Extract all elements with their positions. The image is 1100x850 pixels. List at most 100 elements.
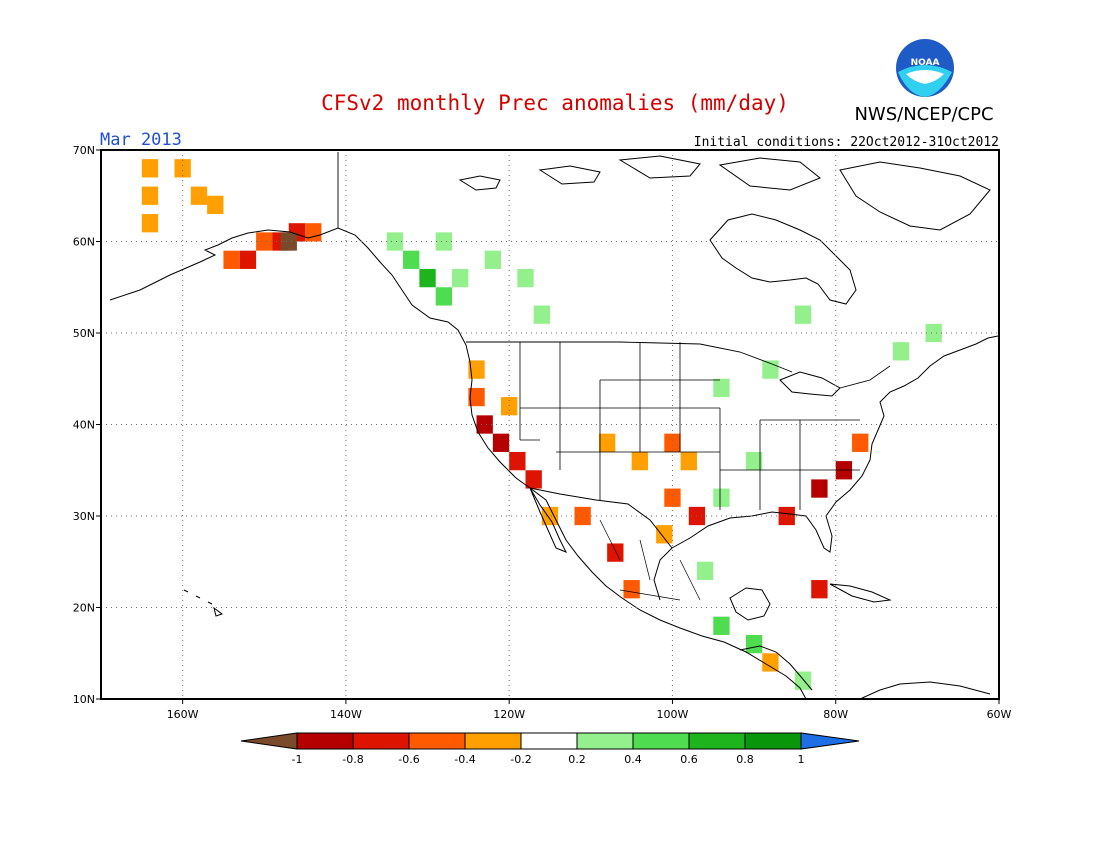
map-background (101, 150, 999, 699)
x-tick-label-2: 120W (493, 708, 525, 721)
colorbar-label-4: -0.2 (510, 753, 531, 766)
colorbar-swatch-1 (296, 732, 354, 750)
anomaly-cell-41 (811, 479, 828, 498)
coastline-arctic-3 (618, 155, 701, 179)
anomaly-cell-44 (811, 580, 828, 599)
colorbar-swatch-4 (464, 732, 522, 750)
y-tick-label-2: 50N (73, 327, 95, 340)
anomaly-cell-26 (492, 433, 510, 452)
colorbar-swatch-6 (576, 732, 634, 750)
forecast-month: Mar 2013 (100, 130, 182, 150)
anomaly-cell-7 (239, 250, 257, 269)
colorbar-low-arrow (240, 732, 298, 750)
anomaly-cell-52 (696, 561, 714, 581)
noaa-logo-bird (906, 70, 944, 84)
anomaly-cell-15 (419, 268, 436, 288)
coastline-hudson-bay (709, 213, 857, 305)
x-tick-label-5: 60W (987, 708, 1012, 721)
colorbar-label-8: 0.8 (736, 753, 754, 766)
colorbar-label-0: -1 (292, 753, 303, 766)
anomaly-cell-50 (745, 451, 763, 471)
border-us-mexico (529, 487, 673, 549)
anomaly-cell-8 (256, 232, 273, 251)
x-tick-label-0: 160W (167, 708, 199, 721)
latitude-axis: 70N 60N 50N 40N 30N 20N 10N (73, 144, 101, 706)
anomaly-cells (141, 159, 942, 690)
anomaly-cell-47 (794, 305, 812, 324)
colorbar-swatch-9 (744, 732, 802, 750)
anomaly-cell-0 (141, 159, 159, 178)
anomaly-cell-13 (386, 232, 404, 251)
anomaly-cell-43 (852, 433, 869, 452)
anomaly-cell-33 (598, 433, 616, 452)
anomaly-cell-3 (190, 186, 208, 205)
noaa-logo: NOAA (896, 39, 954, 97)
x-tick-label-3: 100W (657, 708, 689, 721)
colorbar-label-3: -0.4 (454, 753, 475, 766)
initial-conditions: Initial conditions: 22Oct2012-31Oct2012 (694, 135, 999, 150)
anomaly-cell-2 (141, 186, 159, 205)
y-tick-label-5: 20N (73, 602, 95, 615)
colorbar-label-7: 0.6 (680, 753, 698, 766)
mexico-borders (599, 519, 701, 601)
anomaly-cell-34 (631, 451, 648, 471)
y-tick-label-6: 10N (73, 693, 95, 706)
noaa-logo-text: NOAA (911, 58, 940, 68)
anomaly-cell-24 (501, 397, 518, 416)
anomaly-cell-49 (925, 323, 942, 343)
anomaly-cell-36 (680, 451, 697, 471)
colorbar: -1 -0.8 -0.6 -0.4 -0.2 0.2 0.4 0.6 0.8 1 (240, 732, 860, 766)
anomaly-cell-4 (207, 195, 224, 215)
y-tick-label-1: 60N (73, 236, 95, 249)
anomaly-cell-31 (607, 543, 624, 562)
anomaly-cell-45 (713, 378, 730, 398)
border-us-canada (337, 152, 891, 389)
colorbar-label-1: -0.8 (342, 753, 363, 766)
colorbar-swatch-3 (408, 732, 466, 750)
anomaly-cell-32 (623, 580, 640, 599)
anomaly-cell-11 (305, 223, 322, 242)
coastline-south-america (859, 681, 991, 699)
coastline-arctic-5 (839, 161, 991, 231)
page-title: CFSv2 monthly Prec anomalies (mm/day) (321, 91, 789, 115)
anomaly-cell-29 (541, 506, 559, 526)
y-tick-label-4: 30N (73, 510, 95, 523)
anomaly-cell-28 (525, 470, 542, 489)
anomaly-cell-56 (762, 653, 779, 672)
coastlines (109, 152, 999, 699)
anomaly-cell-53 (713, 616, 730, 635)
coastline-central-america (739, 645, 813, 691)
anomaly-cell-17 (452, 268, 469, 288)
anomaly-cell-25 (476, 415, 493, 434)
colorbar-swatch-5 (520, 732, 578, 750)
anomaly-cell-48 (892, 342, 910, 361)
anomaly-cell-12 (280, 232, 297, 251)
anomaly-cell-14 (403, 250, 420, 269)
colorbar-label-6: 0.4 (624, 753, 642, 766)
anomaly-cell-54 (745, 634, 763, 654)
anomaly-cell-39 (656, 525, 673, 544)
anomaly-cell-30 (574, 506, 591, 526)
anomaly-cell-6 (223, 250, 240, 269)
coastline-yucatan (729, 587, 771, 621)
anomaly-cell-5 (141, 214, 159, 233)
coastline-gulf (653, 335, 999, 601)
y-tick-label-0: 70N (73, 144, 95, 157)
anomaly-cell-21 (533, 305, 550, 324)
great-lakes (779, 371, 841, 397)
x-tick-label-4: 80W (823, 708, 848, 721)
coastline-baja (529, 487, 568, 553)
colorbar-label-5: 0.2 (568, 753, 586, 766)
x-tick-label-1: 140W (330, 708, 362, 721)
colorbar-high-arrow (800, 732, 860, 750)
anomaly-cell-16 (435, 287, 453, 306)
colorbar-swatch-2 (352, 732, 410, 750)
anomaly-cell-37 (664, 488, 681, 507)
anomaly-cell-23 (468, 387, 485, 407)
anomaly-cell-18 (435, 232, 453, 251)
y-tick-label-3: 40N (73, 419, 95, 432)
coastline-arctic-1 (458, 175, 501, 191)
anomaly-cell-55 (794, 671, 812, 690)
coastline-arctic-4 (718, 157, 821, 191)
